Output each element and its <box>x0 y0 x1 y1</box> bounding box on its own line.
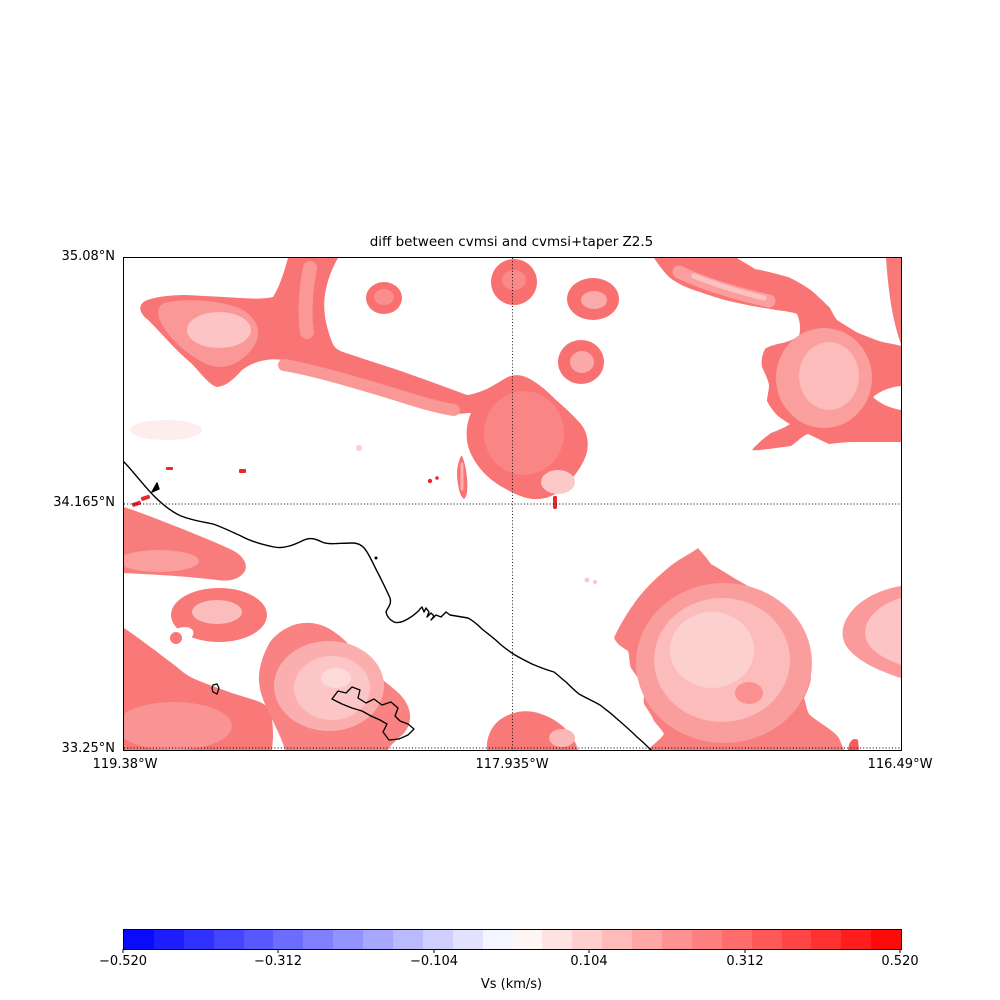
colorbar-tick <box>899 949 901 953</box>
coast-dot <box>374 556 378 560</box>
contour-interior <box>294 656 370 720</box>
contour-regions <box>124 258 901 750</box>
colorbar-segment <box>124 930 154 949</box>
lat-tick-label-middle: 34.165°N <box>53 495 115 510</box>
graticule-lines <box>124 258 901 750</box>
colorbar-segment <box>512 930 543 949</box>
colorbar-segment <box>333 930 364 949</box>
lon-tick-label-right: 116.49°W <box>867 757 933 772</box>
colorbar-tick <box>122 949 124 953</box>
colorbar-tick-label: −0.312 <box>253 954 303 969</box>
contour-interior <box>124 702 232 750</box>
colorbar-tick <box>277 949 279 953</box>
contour-speck-pale <box>584 577 590 583</box>
map-plot-area <box>123 257 902 751</box>
colorbar-segment <box>273 930 304 949</box>
contour-speck-pale <box>356 445 362 451</box>
catalina-island-outline <box>331 686 415 741</box>
contour-interior <box>541 470 575 494</box>
colorbar-tick-label: 0.312 <box>726 954 764 969</box>
contour-interior <box>570 351 594 373</box>
lat-tick-label-bottom: 33.25°N <box>61 741 115 756</box>
colorbar-segment <box>213 930 244 949</box>
colorbar-tick <box>433 949 435 953</box>
colorbar-segment <box>183 930 214 949</box>
contour-interior <box>581 291 607 309</box>
contour-speck-pale <box>593 580 597 584</box>
colorbar-segment <box>393 930 423 949</box>
colorbar-segment <box>632 930 663 949</box>
santa-barbara-island-outline <box>211 683 220 695</box>
colorbar-segment <box>572 930 603 949</box>
contour-interior <box>124 550 199 572</box>
colorbar-segment <box>153 930 184 949</box>
contour-interior <box>321 668 351 688</box>
contour-interior <box>691 273 767 301</box>
lon-tick-label-center: 117.935°W <box>475 757 549 772</box>
plot-title: diff between cvmsi and cvmsi+taper Z2.5 <box>369 234 654 250</box>
colorbar-segment <box>303 930 334 949</box>
colorbar-segment <box>751 930 782 949</box>
contour-interior <box>298 261 317 339</box>
colorbar-tick-label: 0.520 <box>881 954 919 969</box>
colorbar-tick-label: −0.104 <box>409 954 459 969</box>
contour-interior <box>374 289 394 305</box>
contour-interior <box>549 729 575 747</box>
colorbar-segment <box>482 930 513 949</box>
contour-interior <box>278 359 460 416</box>
colorbar-segment <box>602 930 633 949</box>
contour-interior <box>192 600 242 624</box>
colorbar-segment <box>542 930 573 949</box>
colorbar-segment <box>781 930 812 949</box>
contour-interior <box>865 598 901 665</box>
colorbar-tick-marks <box>122 949 901 954</box>
colorbar-segment <box>422 930 453 949</box>
contour-region-corner <box>886 258 901 344</box>
coastline <box>124 461 652 750</box>
contour-map <box>124 258 901 750</box>
colorbar-segment <box>721 930 752 949</box>
colorbar-segment <box>841 930 872 949</box>
contour-region-faint <box>130 420 202 440</box>
contour-interior <box>484 391 564 475</box>
contour-speck-bottom <box>848 739 859 750</box>
colorbar-tick-label: −0.520 <box>98 954 148 969</box>
colorbar-segment <box>363 930 394 949</box>
contour-interior <box>735 682 763 704</box>
colorbar-segment <box>662 930 692 949</box>
coast-flag-mark <box>151 482 160 493</box>
contour-region-dot <box>170 632 182 644</box>
lat-tick-label-top: 35.08°N <box>61 249 115 264</box>
colorbar-axis-label: Vs (km/s) <box>480 977 543 992</box>
lon-tick-label-left: 119.38°W <box>92 757 158 772</box>
contour-specks <box>131 467 557 509</box>
colorbar-tick-label: 0.104 <box>570 954 608 969</box>
contour-interior <box>799 342 859 410</box>
colorbar-tick <box>588 949 590 953</box>
colorbar-segment <box>871 930 902 949</box>
contour-interior <box>670 612 754 688</box>
contour-interior <box>502 270 526 290</box>
colorbar <box>123 929 902 950</box>
colorbar-segment <box>691 930 722 949</box>
colorbar-segment <box>452 930 483 949</box>
contour-interior <box>187 312 251 348</box>
colorbar-tick <box>744 949 746 953</box>
colorbar-segment <box>243 930 274 949</box>
colorbar-segment <box>811 930 842 949</box>
